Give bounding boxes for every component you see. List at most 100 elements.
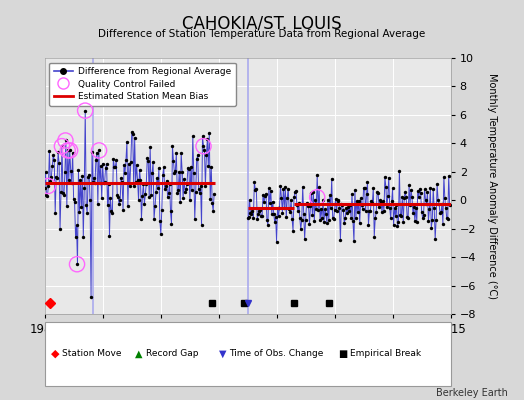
Point (427, 224, 435, 231)
Point (244, 214, 253, 220)
Point (350, 238, 358, 244)
Point (348, 191, 356, 197)
Point (79, 234, 88, 240)
Point (202, 152, 211, 158)
Point (44, 183, 52, 189)
Point (125, 160, 133, 167)
Point (94, 201, 102, 207)
Point (198, 133, 206, 139)
Point (413, 188, 422, 194)
Point (178, 168, 187, 175)
Point (179, 195, 187, 201)
Point (303, 203, 312, 209)
Point (445, 202, 454, 208)
Text: Berkeley Earth: Berkeley Earth (436, 388, 508, 398)
Point (281, 183, 289, 190)
Point (192, 188, 200, 195)
Point (154, 184, 162, 191)
Point (317, 205, 325, 212)
Point (340, 220, 348, 226)
Point (171, 167, 180, 174)
Point (175, 169, 183, 175)
Point (150, 216, 158, 222)
Point (404, 215, 412, 221)
Point (319, 197, 327, 204)
Point (432, 217, 440, 223)
Point (57, 188, 65, 195)
Point (251, 186, 259, 193)
Point (439, 220, 447, 227)
Point (430, 205, 439, 211)
Point (408, 194, 416, 200)
Point (206, 196, 214, 202)
Point (185, 197, 194, 204)
Point (426, 185, 434, 192)
Point (418, 214, 427, 221)
Point (159, 172, 167, 178)
Point (102, 160, 111, 167)
Point (390, 205, 399, 211)
Point (169, 158, 178, 164)
Point (128, 130, 137, 137)
Point (277, 194, 286, 201)
Point (86, 197, 94, 204)
Point (417, 190, 425, 196)
Point (139, 181, 148, 187)
Point (258, 212, 266, 219)
Point (331, 206, 339, 213)
Point (293, 208, 302, 214)
Point (381, 184, 390, 190)
Point (192, 156, 201, 162)
Point (379, 198, 387, 204)
Point (325, 192, 334, 198)
Point (182, 186, 190, 192)
Point (138, 193, 147, 199)
Point (278, 209, 287, 216)
Point (142, 181, 150, 187)
Point (268, 210, 276, 217)
Point (334, 197, 343, 204)
Point (443, 215, 451, 222)
Point (117, 175, 125, 181)
Text: ▼: ▼ (219, 349, 226, 359)
Point (66, 147, 74, 154)
Point (314, 207, 322, 214)
Point (111, 164, 119, 171)
Point (272, 238, 281, 245)
Text: ■: ■ (339, 349, 348, 359)
Point (354, 209, 362, 215)
Point (42, 192, 51, 198)
Point (423, 189, 432, 196)
Text: Record Gap: Record Gap (146, 350, 198, 358)
Point (312, 206, 321, 212)
Point (46, 178, 54, 184)
Point (443, 216, 452, 222)
Point (196, 183, 205, 189)
Point (71, 234, 80, 240)
Point (290, 194, 298, 201)
Point (263, 216, 271, 223)
Point (176, 199, 184, 205)
Point (41, 169, 50, 176)
Point (270, 218, 279, 225)
Point (288, 216, 296, 222)
Point (384, 193, 392, 200)
Point (132, 179, 140, 186)
Point (371, 215, 379, 222)
Point (209, 208, 217, 214)
Point (205, 129, 213, 136)
Point (374, 190, 383, 197)
Point (323, 220, 331, 226)
Point (264, 222, 272, 228)
Point (373, 188, 381, 195)
Point (127, 129, 136, 135)
Point (136, 176, 145, 183)
Point (156, 218, 164, 224)
Point (412, 205, 420, 212)
Point (366, 207, 375, 214)
Point (331, 196, 340, 202)
Point (335, 205, 344, 211)
Point (367, 198, 376, 204)
Point (43, 193, 52, 199)
Point (104, 180, 113, 187)
